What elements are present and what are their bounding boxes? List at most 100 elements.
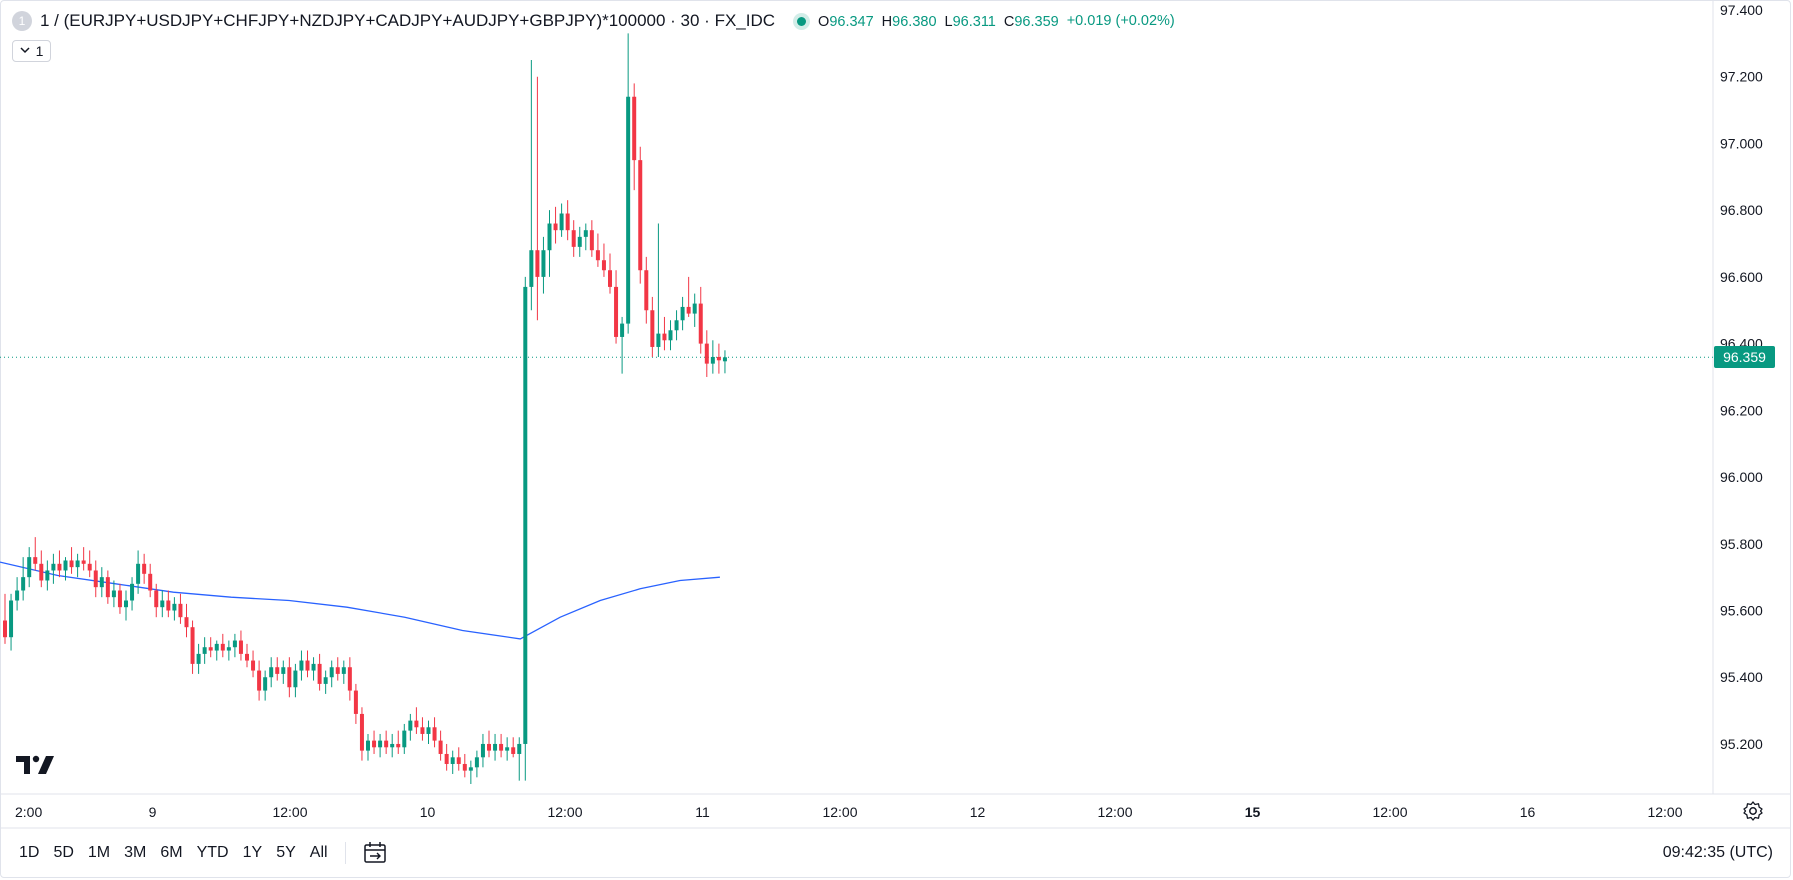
candle-body: [335, 667, 340, 674]
candle-body: [366, 740, 370, 751]
candle: [511, 737, 516, 758]
candle-body: [311, 663, 316, 671]
candle-body: [293, 670, 298, 688]
candle: [668, 320, 673, 351]
candle-body: [468, 767, 473, 771]
indicator-collapse-toggle[interactable]: 1: [12, 40, 51, 62]
candle-body: [620, 323, 625, 337]
candle-body: [3, 620, 7, 638]
time-tick-label: 12:00: [1097, 804, 1132, 820]
candle: [450, 750, 455, 774]
range-5y-button[interactable]: 5Y: [276, 844, 296, 861]
candle: [281, 660, 286, 684]
candle-body: [541, 250, 546, 277]
candle: [620, 316, 625, 374]
price-axis[interactable]: 97.40097.20097.00096.80096.60096.40096.2…: [1720, 2, 1763, 752]
candle: [487, 730, 491, 758]
price-tick-label: 97.400: [1720, 2, 1763, 18]
toolbar-divider: [345, 842, 346, 864]
candle: [245, 643, 249, 668]
candle-body: [220, 643, 225, 651]
candle-body: [493, 743, 498, 751]
candle: [396, 730, 401, 754]
ohlc-l: L96.311: [945, 14, 996, 30]
candle: [9, 593, 14, 651]
candle: [317, 653, 322, 691]
candle: [686, 276, 691, 317]
candles: [3, 33, 727, 784]
ohlc-h: H96.380: [882, 14, 937, 30]
candle: [583, 223, 588, 251]
ohlc-value: 96.380: [892, 14, 937, 30]
candle-body: [390, 743, 395, 748]
range-1y-button[interactable]: 1Y: [242, 844, 263, 861]
tradingview-logo[interactable]: [16, 752, 56, 776]
range-1m-button[interactable]: 1M: [87, 844, 111, 861]
candle-body: [281, 667, 286, 674]
time-tick-label: 10: [420, 804, 436, 820]
candle-body: [178, 603, 183, 618]
range-5d-button[interactable]: 5D: [53, 844, 74, 861]
ohlc-key: H: [881, 14, 893, 30]
clock-display[interactable]: 09:42:35 (UTC): [1662, 844, 1773, 861]
symbol-badge[interactable]: 1: [12, 11, 32, 31]
candle: [366, 733, 370, 761]
candle: [571, 220, 576, 257]
candle-body: [601, 260, 606, 271]
candle: [160, 590, 165, 618]
candle: [347, 657, 352, 701]
candle-body: [245, 653, 249, 661]
candle-body: [329, 667, 334, 678]
candle-body: [505, 747, 510, 751]
candle: [426, 720, 431, 744]
symbol-title[interactable]: 1 / (EURJPY+USDJPY+CHFJPY+NZDJPY+CADJPY+…: [40, 11, 776, 30]
candle: [662, 316, 667, 351]
gear-icon[interactable]: [1742, 800, 1764, 822]
date-range-buttons: 1D 5D 1M 3M 6M YTD 1Y 5Y All: [12, 840, 335, 866]
candle: [232, 633, 237, 658]
range-6m-button[interactable]: 6M: [160, 844, 183, 861]
calendar-icon[interactable]: [362, 840, 388, 866]
candle: [517, 737, 522, 781]
candle: [238, 630, 243, 661]
candle: [93, 560, 98, 598]
candle-body: [444, 753, 449, 764]
candle: [196, 643, 201, 674]
candle: [680, 296, 685, 331]
candle-body: [9, 600, 14, 638]
candle: [57, 550, 62, 578]
price-change: +0.019 (+0.02%): [1066, 13, 1175, 29]
candle-body: [117, 590, 122, 608]
time-tick-label: 11: [695, 804, 710, 820]
candle: [45, 560, 50, 591]
candle: [390, 733, 395, 758]
candle-body: [420, 727, 425, 734]
ohlc-key: L: [944, 14, 953, 30]
candle: [710, 340, 715, 374]
range-ytd-button[interactable]: YTD: [196, 844, 229, 861]
candle: [69, 547, 74, 574]
market-status-dot[interactable]: [797, 16, 807, 26]
candle-body: [15, 590, 20, 601]
candle: [553, 206, 558, 244]
ohlc-values: O96.347 H96.380 L96.311 C96.359: [818, 11, 1067, 31]
price-tick-label: 95.800: [1720, 536, 1763, 552]
range-1d-button[interactable]: 1D: [19, 844, 40, 861]
candle-body: [517, 743, 522, 754]
time-tick-label: 12:00: [1647, 804, 1682, 820]
candle-body: [378, 740, 383, 748]
candle-body: [462, 763, 467, 771]
range-3m-button[interactable]: 3M: [124, 844, 147, 861]
candle-body: [547, 223, 552, 251]
candle: [692, 293, 697, 327]
candle-body: [111, 590, 116, 598]
candle: [124, 590, 128, 621]
time-tick-label: 15: [1245, 804, 1261, 820]
range-all-button[interactable]: All: [309, 844, 328, 861]
candle-body: [565, 213, 570, 231]
candle-body: [372, 740, 377, 748]
time-axis[interactable]: 2:00 9 12:00 10 12:00 11 12:00 12 12:00 15 12:00 16…: [15, 804, 1683, 820]
candle-body: [202, 647, 207, 654]
candle: [305, 650, 310, 678]
